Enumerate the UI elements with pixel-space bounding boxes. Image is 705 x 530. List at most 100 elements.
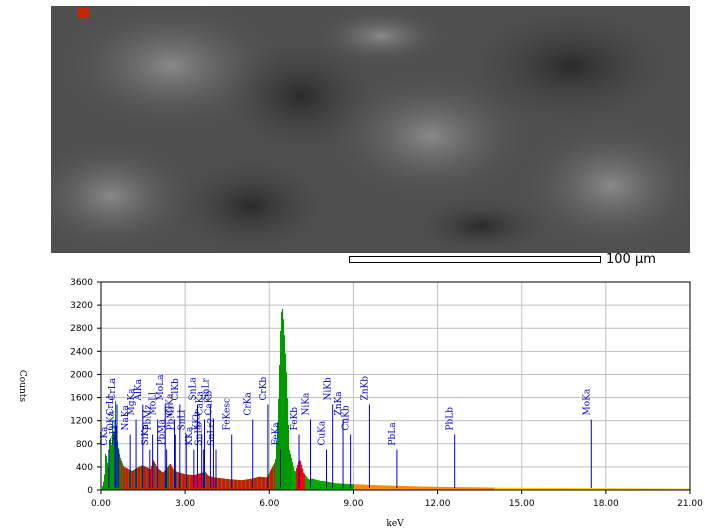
spectrum-bar (380, 485, 382, 490)
spectrum-bar (295, 471, 297, 490)
spectrum-bar (634, 488, 636, 490)
spectrum-bar (352, 484, 354, 490)
spectrum-bar (156, 465, 158, 490)
spectrum-bar (420, 486, 422, 490)
spectrum-bar (561, 488, 563, 490)
spectrum-bar (620, 488, 622, 490)
spectrum-bar (663, 488, 665, 490)
spectrum-bar (244, 479, 246, 490)
spectrum-bar (474, 487, 476, 490)
x-tick-label: 0.00 (91, 499, 111, 509)
spectrum-bar (146, 466, 148, 490)
spectrum-bar (111, 445, 113, 490)
peak-label: ClKa (165, 393, 175, 415)
spectrum-bar (205, 471, 207, 490)
spectrum-bar (286, 372, 288, 490)
y-tick-label: 3200 (70, 301, 93, 311)
spectrum-bar (686, 488, 688, 490)
spectrum-bar (459, 487, 461, 490)
spectrum-bar (333, 482, 335, 490)
spectrum-bar (656, 488, 658, 490)
spectrum-bar (321, 480, 323, 490)
spectrum-bar (241, 480, 243, 490)
spectrum-bar (273, 464, 275, 490)
spectrum-bar (590, 488, 592, 490)
spectrum-bar (688, 488, 690, 490)
spectrum-bar (558, 488, 560, 490)
spectrum-bar (425, 486, 427, 490)
spectrum-bar (222, 478, 224, 490)
peak-label: CKa (100, 426, 110, 446)
x-tick-label: 15.00 (509, 499, 535, 509)
spectrum-bar (119, 453, 121, 490)
spectrum-bar (628, 488, 630, 490)
spectrum-bar (647, 488, 649, 490)
spectrum-bar (196, 474, 198, 490)
peak-label: PbMz (144, 405, 154, 431)
spectrum-bar (354, 484, 356, 490)
spectrum-bar (313, 478, 315, 490)
spectrum-bar (336, 483, 338, 490)
spectrum-bar (351, 484, 353, 490)
spectrum-bar (674, 488, 676, 490)
spectrum-bar (371, 484, 373, 490)
spectrum-bar (234, 479, 236, 490)
spectrum-bar (410, 486, 412, 490)
peak-markers: CKaOKaCrLlCrLaFeLlNaKaMgKaAlKaSiKaPbMzMo… (100, 374, 592, 488)
spectrum-bar (390, 485, 392, 490)
spectrum-bar (669, 488, 671, 490)
spectrum-bar (616, 488, 618, 490)
spectrum-bar (264, 477, 266, 490)
spectrum-bar (539, 487, 541, 490)
spectrum-bar (429, 486, 431, 490)
spectrum-bar (285, 353, 287, 490)
spectrum-bar (135, 468, 137, 490)
spectrum-bar (526, 487, 528, 490)
spectrum-bar (219, 478, 221, 490)
spectrum-bar (330, 482, 332, 490)
spectrum-bar (452, 487, 454, 490)
spectrum-bar (557, 488, 559, 490)
y-tick-label: 2000 (70, 370, 93, 380)
spectrum-bar (145, 466, 147, 490)
peak-label: FeLl (110, 426, 120, 446)
peak-label: FeKb (290, 407, 300, 431)
peak-label: ClKb (171, 378, 181, 400)
y-tick-label: 800 (76, 440, 93, 450)
spectrum-bar (479, 487, 481, 490)
spectrum-bar (670, 488, 672, 490)
spectrum-bar (485, 487, 487, 490)
spectrum-bar (655, 488, 657, 490)
spectrum-bar (400, 485, 402, 490)
spectrum-bar (574, 488, 576, 490)
spectrum-bar (221, 478, 223, 490)
spectrum-bar (516, 487, 518, 490)
spectrum-bar (107, 462, 109, 490)
spectrum-bar (512, 487, 514, 490)
spectrum-bar (551, 487, 553, 490)
peak-label: NiKb (324, 377, 334, 400)
spectrum-bar (277, 422, 279, 490)
spectrum-bar (211, 476, 213, 490)
spectrum-bar (299, 460, 301, 490)
spectrum-bar (461, 487, 463, 490)
spectrum-bar (318, 480, 320, 490)
spectrum-bar (487, 487, 489, 490)
spectrum-bar (623, 488, 625, 490)
sem-micrograph (51, 6, 690, 253)
x-axis-title: keV (386, 519, 404, 529)
peak-label: AlKa (134, 378, 144, 401)
spectrum-bar (229, 479, 231, 490)
spectrum-bar (550, 487, 552, 490)
spectrum-bar (144, 466, 146, 490)
spectrum-bar (534, 487, 536, 490)
spectrum-bar (428, 486, 430, 490)
spectrum-bar (438, 486, 440, 490)
spectrum-bar (650, 488, 652, 490)
spectrum-bar (510, 487, 512, 490)
spectrum-bar (304, 473, 306, 490)
spectrum-bar (642, 488, 644, 490)
spectrum-bar (641, 488, 643, 490)
spectrum-bar (250, 478, 252, 490)
spectrum-bar (607, 488, 609, 490)
